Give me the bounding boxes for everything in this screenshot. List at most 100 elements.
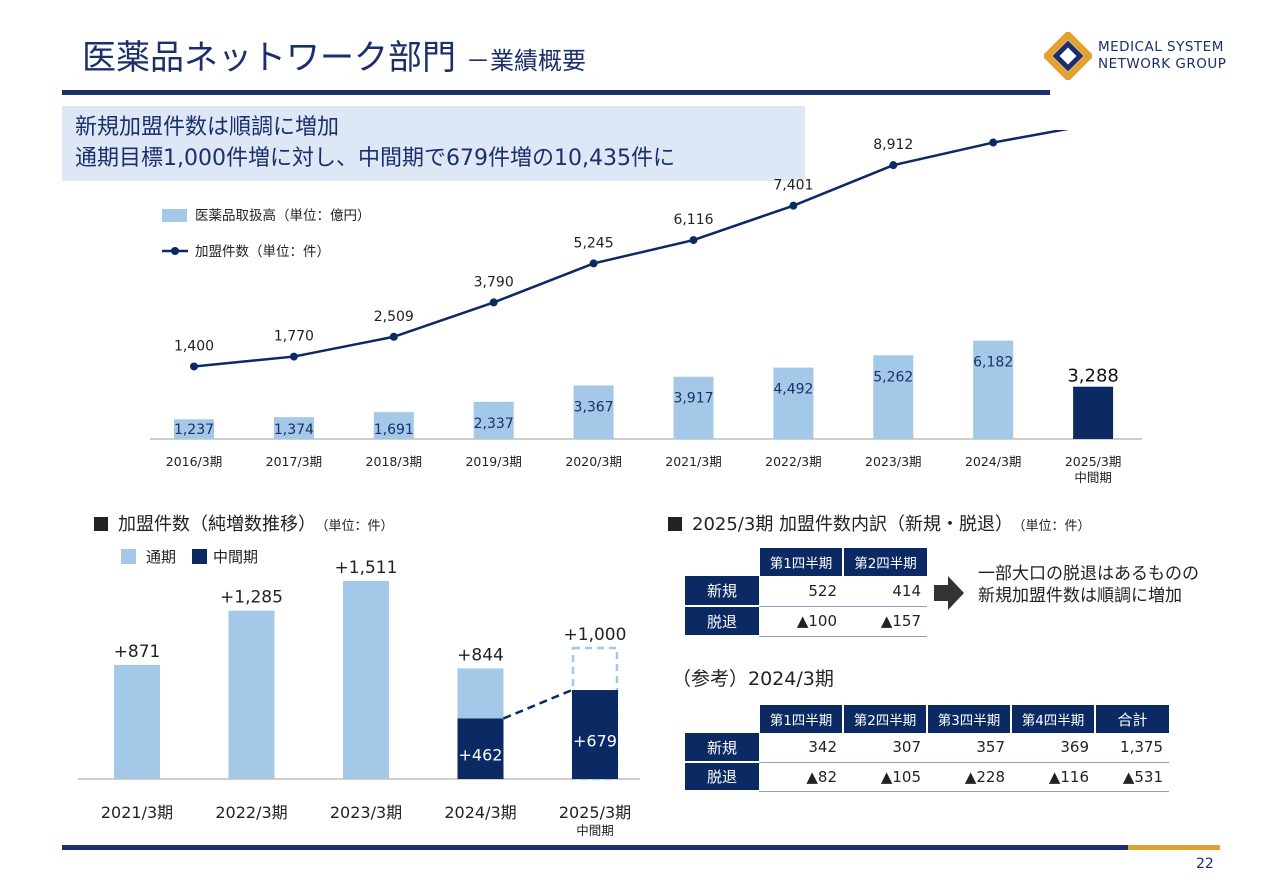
membership-label: 2,509 [374, 309, 414, 325]
legend-line-marker [171, 247, 179, 255]
membership-point [989, 138, 998, 147]
x-tick-label: 2019/3期 [465, 454, 521, 469]
x-tick-sublabel: 中間期 [1074, 470, 1112, 485]
sales-bar-label: 1,691 [374, 422, 414, 438]
membership-label: 5,245 [574, 235, 614, 251]
note-line2: 新規加盟件数は順調に増加 [978, 586, 1182, 606]
x-tick-label: 2018/3期 [366, 454, 422, 469]
sales-bar [773, 367, 814, 439]
membership-label: 1,770 [274, 329, 314, 345]
x-tick-label: 2021/3期 [101, 803, 173, 822]
fullyear-bar-label: +1,285 [220, 588, 283, 608]
membership-line [193, 130, 1070, 368]
x-tick-label: 2025/3期 [1065, 454, 1121, 469]
reference-cell: 1,375 [1095, 733, 1169, 763]
fullyear-bar [228, 610, 275, 779]
reference-cell: ▲228 [927, 762, 1011, 792]
breakdown-cell: 522 [759, 576, 843, 607]
reference-cell: 357 [927, 733, 1011, 763]
x-tick-label: 2023/3期 [330, 803, 402, 822]
breakdown-row-new: 新規 [685, 576, 759, 607]
reference-cell: 307 [843, 733, 927, 763]
membership-label: 7,401 [773, 178, 813, 194]
footer-divider [62, 845, 1128, 850]
fullyear-bar-label: +1,511 [335, 558, 398, 578]
reference-cell: ▲531 [1095, 762, 1169, 792]
logo-text-line2: NETWORK GROUP [1098, 56, 1227, 72]
membership-point [289, 352, 298, 361]
fullyear-bar [114, 664, 160, 779]
page-number: 22 [1196, 856, 1214, 872]
note-line1: 一部大口の脱退はあるものの [978, 564, 1199, 584]
legend-interim-swatch [192, 549, 207, 564]
breakdown-note: 一部大口の脱退はあるものの 新規加盟件数は順調に増加 [978, 563, 1199, 607]
x-tick-label: 2016/3期 [166, 454, 222, 469]
headline-box: 新規加盟件数は順調に増加 通期目標1,000件増に対し、中間期で679件増の10… [62, 106, 805, 181]
sales-bar [1073, 386, 1114, 439]
sales-bar [873, 355, 914, 439]
sales-bar-label: 3,367 [574, 399, 614, 415]
legend-interim-label: 中間期 [213, 548, 258, 566]
page-title: 医薬品ネットワーク部門 －業績概要 [82, 38, 586, 78]
membership-point [589, 259, 598, 268]
legend-line-label: 加盟件数（単位：件） [195, 244, 330, 260]
membership-label: 8,912 [873, 137, 913, 153]
sales-bar [673, 376, 714, 439]
breakdown-col-q2: 第2四半期 [843, 548, 927, 576]
reference-table: 第1四半期 第2四半期 第3四半期 第4四半期 合計 新規 342 307 35… [685, 705, 1169, 792]
sales-bar [273, 417, 314, 439]
reference-col-q4: 第4四半期 [1011, 705, 1096, 733]
reference-cell: 369 [1011, 733, 1095, 763]
breakdown-col-q1: 第1四半期 [759, 548, 844, 576]
membership-label: 6,116 [673, 212, 713, 228]
logo-text-line1: MEDICAL SYSTEM [1098, 39, 1224, 55]
interim-bar-label: +679 [573, 732, 617, 751]
x-tick-label: 2023/3期 [865, 454, 921, 469]
headline-line1: 新規加盟件数は順調に増加 [75, 115, 340, 140]
fullyear-bar-label: +871 [114, 642, 161, 662]
reference-col-q3: 第3四半期 [927, 705, 1012, 733]
sales-bar [973, 340, 1014, 439]
chart1-legend: 医薬品取扱高（単位：億円） 加盟件数（単位：件） [162, 207, 371, 260]
sales-bar [174, 419, 214, 439]
sales-bar-label: 1,374 [274, 422, 314, 438]
sales-bar-label: 1,237 [174, 422, 214, 438]
interim-trend-line [503, 688, 573, 720]
x-tick-label: 2020/3期 [565, 454, 621, 469]
headline-line2: 通期目標1,000件増に対し、中間期で679件増の10,435件に [75, 146, 675, 171]
reference-cell: ▲82 [759, 762, 843, 792]
reference-row-new: 新規 [685, 733, 759, 763]
net-increase-chart: 通期 中間期 +871 +1,285 +1,511 +844 +462 +1,000 +67… [78, 548, 640, 838]
membership-label: 9,756 [973, 130, 1013, 131]
legend-fullyear-swatch [121, 549, 136, 564]
company-logo: MEDICAL SYSTEM NETWORK GROUP [1042, 30, 1244, 82]
reference-col-q2: 第2四半期 [843, 705, 928, 733]
page-subtitle: －業績概要 [466, 47, 586, 75]
interim-bar-label: +462 [459, 746, 503, 765]
reference-cell: ▲116 [1011, 762, 1095, 792]
membership-point [789, 201, 798, 210]
x-tick-sublabel: 中間期 [576, 823, 614, 838]
x-tick-label: 2022/3期 [215, 803, 287, 822]
sales-bar [573, 385, 614, 439]
chart2-legend: 通期 中間期 [121, 548, 258, 566]
breakdown-cell: 414 [843, 576, 927, 607]
footer-accent [1128, 845, 1220, 850]
sales-membership-chart: 医薬品取扱高（単位：億円） 加盟件数（単位：件） 1,237 1,374 1,691… [150, 130, 1142, 485]
membership-label: 1,400 [174, 338, 214, 354]
sales-bar-label: 3,917 [673, 391, 713, 407]
membership-label: 3,790 [474, 274, 514, 290]
breakdown-heading: 2025/3期 加盟件数内訳（新規・脱退） （単位：件） [668, 510, 1091, 536]
reference-heading: （参考）2024/3期 [672, 668, 834, 690]
reference-col-q1: 第1四半期 [759, 705, 844, 733]
logo-mark-icon [1042, 30, 1094, 82]
x-tick-label: 2025/3期 [559, 803, 631, 822]
x-tick-label: 2017/3期 [266, 454, 322, 469]
membership-point [489, 298, 498, 307]
breakdown-cell: ▲100 [759, 606, 843, 637]
sales-bar-label: 6,182 [973, 355, 1013, 371]
x-tick-label: 2024/3期 [444, 803, 516, 822]
arrow-right-icon [934, 576, 964, 610]
membership-point [190, 362, 198, 371]
sales-bar-label: 5,262 [873, 369, 913, 385]
